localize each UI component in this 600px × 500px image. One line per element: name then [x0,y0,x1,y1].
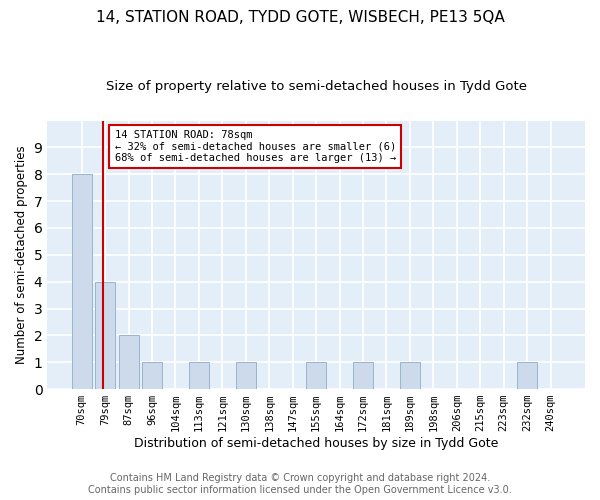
Text: 14, STATION ROAD, TYDD GOTE, WISBECH, PE13 5QA: 14, STATION ROAD, TYDD GOTE, WISBECH, PE… [95,10,505,25]
Bar [95,282,115,389]
Bar [142,362,162,389]
Text: 14 STATION ROAD: 78sqm
← 32% of semi-detached houses are smaller (6)
68% of semi: 14 STATION ROAD: 78sqm ← 32% of semi-det… [115,130,396,163]
Text: Contains HM Land Registry data © Crown copyright and database right 2024.
Contai: Contains HM Land Registry data © Crown c… [88,474,512,495]
Bar [306,362,326,389]
Bar [236,362,256,389]
Bar [72,174,92,389]
Bar [400,362,420,389]
Bar [353,362,373,389]
Bar [517,362,537,389]
Title: Size of property relative to semi-detached houses in Tydd Gote: Size of property relative to semi-detach… [106,80,527,93]
Bar [189,362,209,389]
Bar [119,336,139,389]
X-axis label: Distribution of semi-detached houses by size in Tydd Gote: Distribution of semi-detached houses by … [134,437,499,450]
Y-axis label: Number of semi-detached properties: Number of semi-detached properties [15,146,28,364]
